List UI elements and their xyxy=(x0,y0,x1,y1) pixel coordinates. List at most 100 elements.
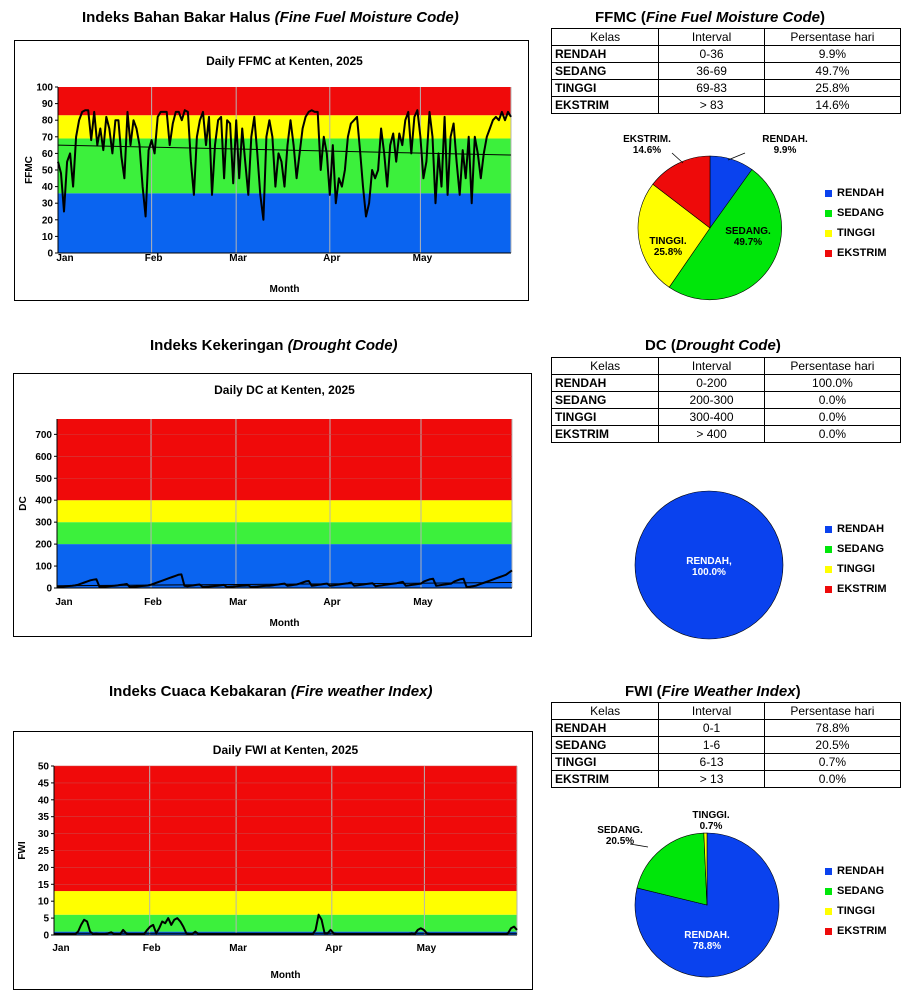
dc-pie-chart: RENDAH,100.0% xyxy=(634,490,784,640)
y-tick-label: 10 xyxy=(38,897,50,908)
cell-kelas: EKSTRIM xyxy=(550,96,660,114)
pie-label-name: RENDAH, xyxy=(686,556,732,567)
fwi-table-title-main: FWI ( xyxy=(625,683,662,700)
x-axis-label: Month xyxy=(270,284,300,295)
fwi-chart-frame: Daily FWI at Kenten, 2025 0 5 10 15 20 25 30 35 4… xyxy=(13,731,533,990)
y-tick-label: 10 xyxy=(42,232,54,243)
table-row: SEDANG 200-300 0.0% xyxy=(550,391,901,409)
band-tinggi xyxy=(57,500,512,523)
cell-persen: 25.8% xyxy=(763,79,901,97)
trend-line xyxy=(57,144,512,156)
pie-slice-rendah xyxy=(634,490,784,640)
table-row: RENDAH 0-1 78.8% xyxy=(550,719,901,737)
cell-persen: 9.9% xyxy=(763,45,901,63)
dc-section-title: Indeks Kekeringan (Drought Code) xyxy=(150,337,398,354)
header-kelas: Kelas xyxy=(550,28,660,46)
y-tick-label: 15 xyxy=(38,880,50,891)
band-tinggi xyxy=(54,891,517,915)
legend-label: TINGGI xyxy=(837,905,875,917)
pie-label-value: 25.8% xyxy=(654,247,682,258)
legend-label: TINGGI xyxy=(837,563,875,575)
pie-slice-sedang xyxy=(668,169,782,301)
cell-persen: 0.0% xyxy=(763,770,901,788)
chart-title: Daily FWI at Kenten, 2025 xyxy=(213,743,359,757)
legend-swatch xyxy=(825,927,832,935)
y-tick-label: 45 xyxy=(38,778,50,789)
cell-persen: 0.0% xyxy=(763,408,901,426)
fwi-table-title-italic: Fire Weather Index xyxy=(661,683,796,700)
pie-label-name: EKSTRIM. xyxy=(623,134,671,145)
pie-label-name: TINGGI. xyxy=(649,236,686,247)
y-tick-label: 300 xyxy=(35,518,52,529)
fwi-table-title-end: ) xyxy=(795,683,801,700)
cell-kelas: SEDANG xyxy=(550,736,660,754)
cell-persen: 49.7% xyxy=(763,62,901,80)
y-tick-label: 600 xyxy=(35,452,52,463)
y-tick-label: 40 xyxy=(38,795,50,806)
header-kelas: Kelas xyxy=(550,357,660,375)
y-tick-label: 60 xyxy=(42,149,54,160)
legend-item-sedang: SEDANG xyxy=(825,539,887,559)
header-interval: Interval xyxy=(658,357,765,375)
legend-swatch xyxy=(825,229,832,237)
pie-label-value: 78.8% xyxy=(693,941,721,952)
table-header-row: Kelas Interval Persentase hari xyxy=(550,28,901,46)
cell-kelas: RENDAH xyxy=(550,719,660,737)
cell-persen: 0.0% xyxy=(763,425,901,443)
ffmc-class-table: Kelas Interval Persentase hari RENDAH 0-3… xyxy=(550,28,901,114)
legend-swatch xyxy=(825,249,832,257)
cell-interval: > 13 xyxy=(658,770,765,788)
cell-interval: > 83 xyxy=(658,96,765,114)
cell-persen: 78.8% xyxy=(763,719,901,737)
cell-persen: 100.0% xyxy=(763,374,901,392)
legend-item-ekstrim: EKSTRIM xyxy=(825,579,887,599)
y-tick-label: 35 xyxy=(38,812,50,823)
pie-label-name: TINGGI. xyxy=(692,810,729,821)
y-tick-label: 20 xyxy=(38,863,50,874)
cell-persen: 14.6% xyxy=(763,96,901,114)
pie-label-value: 20.5% xyxy=(606,836,634,847)
ffmc-pie-legend: RENDAH SEDANG TINGGI EKSTRIM xyxy=(825,183,887,263)
series-line xyxy=(54,913,518,936)
table-row: RENDAH 0-200 100.0% xyxy=(550,374,901,392)
dc-table-title-end: ) xyxy=(775,337,781,354)
table-row: EKSTRIM > 13 0.0% xyxy=(550,770,901,788)
cell-interval: 36-69 xyxy=(658,62,765,80)
cell-kelas: EKSTRIM xyxy=(550,425,660,443)
pie-slice-ekstrim xyxy=(652,155,711,229)
y-axis-label: FWI xyxy=(17,841,28,860)
cell-interval: > 400 xyxy=(658,425,765,443)
fwi-table-title: FWI (Fire Weather Index) xyxy=(625,683,801,700)
chart-title: Daily FFMC at Kenten, 2025 xyxy=(206,54,363,68)
fwi-line-chart: Daily FWI at Kenten, 2025 0 5 10 15 20 25 30 35 4… xyxy=(17,743,518,981)
x-tick-label: Jan xyxy=(55,597,72,608)
legend-label: EKSTRIM xyxy=(837,925,887,937)
legend-swatch xyxy=(825,189,832,197)
band-ekstrim xyxy=(54,766,517,892)
band-ekstrim xyxy=(57,419,512,501)
ffmc-table-title: FFMC (Fine Fuel Moisture Code) xyxy=(595,9,825,26)
legend-item-rendah: RENDAH xyxy=(825,861,887,881)
table-row: SEDANG 36-69 49.7% xyxy=(550,62,901,80)
x-tick-label: Feb xyxy=(145,253,163,264)
y-tick-label: 100 xyxy=(35,562,52,573)
legend-swatch xyxy=(825,209,832,217)
legend-item-tinggi: TINGGI xyxy=(825,559,887,579)
cell-interval: 300-400 xyxy=(658,408,765,426)
ffmc-chart-frame: Daily FFMC at Kenten, 2025 0 10 20 30 40 50 60 7… xyxy=(14,40,529,301)
pie-slice-sedang xyxy=(636,832,708,906)
y-tick-label: 50 xyxy=(42,166,54,177)
y-tick-label: 700 xyxy=(35,430,52,441)
table-row: TINGGI 6-13 0.7% xyxy=(550,753,901,771)
ffmc-section-title-italic: (Fine Fuel Moisture Code) xyxy=(274,9,459,26)
x-tick-label: Apr xyxy=(323,597,340,608)
legend-swatch xyxy=(825,867,832,875)
ffmc-section-title: Indeks Bahan Bakar Halus (Fine Fuel Mois… xyxy=(82,9,459,26)
pie-slice-tinggi xyxy=(703,832,708,906)
y-tick-label: 0 xyxy=(47,249,53,260)
table-row: EKSTRIM > 83 14.6% xyxy=(550,96,901,114)
fwi-section-title-main: Indeks Cuaca Kebakaran xyxy=(109,683,291,700)
band-sedang xyxy=(57,522,512,545)
legend-item-ekstrim: EKSTRIM xyxy=(825,921,887,941)
pie-leader-line xyxy=(629,843,649,848)
